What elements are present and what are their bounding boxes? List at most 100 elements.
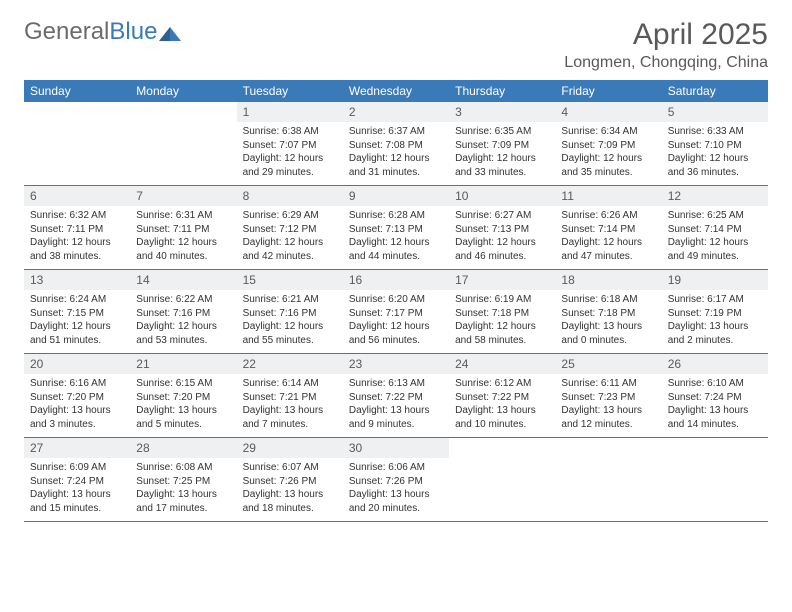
day-header: Saturday xyxy=(662,80,768,102)
header: GeneralBlue April 2025 Longmen, Chongqin… xyxy=(0,0,792,80)
day-number: 30 xyxy=(343,438,449,458)
sunrise-text: Sunrise: 6:37 AM xyxy=(349,125,443,139)
day-number: 13 xyxy=(24,270,130,290)
daylight-text: and 31 minutes. xyxy=(349,166,443,180)
day-body xyxy=(555,458,661,516)
sunset-text: Sunset: 7:14 PM xyxy=(668,223,762,237)
daylight-text: Daylight: 12 hours xyxy=(136,236,230,250)
day-number: 17 xyxy=(449,270,555,290)
daylight-text: and 40 minutes. xyxy=(136,250,230,264)
day-body: Sunrise: 6:22 AMSunset: 7:16 PMDaylight:… xyxy=(130,290,236,353)
sunrise-text: Sunrise: 6:07 AM xyxy=(243,461,337,475)
daylight-text: Daylight: 12 hours xyxy=(30,320,124,334)
calendar-cell: 29Sunrise: 6:07 AMSunset: 7:26 PMDayligh… xyxy=(237,438,343,522)
calendar-cell: 30Sunrise: 6:06 AMSunset: 7:26 PMDayligh… xyxy=(343,438,449,522)
sunset-text: Sunset: 7:11 PM xyxy=(30,223,124,237)
calendar-cell xyxy=(555,438,661,522)
sunset-text: Sunset: 7:20 PM xyxy=(30,391,124,405)
daylight-text: Daylight: 12 hours xyxy=(243,236,337,250)
sunset-text: Sunset: 7:18 PM xyxy=(561,307,655,321)
day-body xyxy=(24,122,130,180)
daylight-text: and 51 minutes. xyxy=(30,334,124,348)
day-number: 25 xyxy=(555,354,661,374)
day-number: 7 xyxy=(130,186,236,206)
sunset-text: Sunset: 7:22 PM xyxy=(349,391,443,405)
daylight-text: Daylight: 12 hours xyxy=(455,320,549,334)
day-body: Sunrise: 6:29 AMSunset: 7:12 PMDaylight:… xyxy=(237,206,343,269)
calendar-cell: 14Sunrise: 6:22 AMSunset: 7:16 PMDayligh… xyxy=(130,270,236,354)
daylight-text: Daylight: 13 hours xyxy=(668,404,762,418)
daylight-text: and 15 minutes. xyxy=(30,502,124,516)
day-body: Sunrise: 6:08 AMSunset: 7:25 PMDaylight:… xyxy=(130,458,236,521)
sunrise-text: Sunrise: 6:17 AM xyxy=(668,293,762,307)
sunrise-text: Sunrise: 6:21 AM xyxy=(243,293,337,307)
day-number: 11 xyxy=(555,186,661,206)
calendar-cell: 11Sunrise: 6:26 AMSunset: 7:14 PMDayligh… xyxy=(555,186,661,270)
day-number: 12 xyxy=(662,186,768,206)
day-body: Sunrise: 6:38 AMSunset: 7:07 PMDaylight:… xyxy=(237,122,343,185)
sunrise-text: Sunrise: 6:10 AM xyxy=(668,377,762,391)
page-title: April 2025 xyxy=(564,18,768,52)
day-body: Sunrise: 6:16 AMSunset: 7:20 PMDaylight:… xyxy=(24,374,130,437)
day-body: Sunrise: 6:26 AMSunset: 7:14 PMDaylight:… xyxy=(555,206,661,269)
sunrise-text: Sunrise: 6:32 AM xyxy=(30,209,124,223)
day-body: Sunrise: 6:24 AMSunset: 7:15 PMDaylight:… xyxy=(24,290,130,353)
daylight-text: and 5 minutes. xyxy=(136,418,230,432)
calendar-cell xyxy=(24,102,130,186)
calendar-row: 1Sunrise: 6:38 AMSunset: 7:07 PMDaylight… xyxy=(24,102,768,186)
day-number: 20 xyxy=(24,354,130,374)
sunset-text: Sunset: 7:08 PM xyxy=(349,139,443,153)
daylight-text: Daylight: 13 hours xyxy=(243,404,337,418)
day-number: 18 xyxy=(555,270,661,290)
day-number: 6 xyxy=(24,186,130,206)
day-number xyxy=(662,438,768,458)
daylight-text: Daylight: 13 hours xyxy=(30,404,124,418)
daylight-text: and 38 minutes. xyxy=(30,250,124,264)
sunset-text: Sunset: 7:11 PM xyxy=(136,223,230,237)
sunrise-text: Sunrise: 6:27 AM xyxy=(455,209,549,223)
calendar-cell xyxy=(449,438,555,522)
daylight-text: and 10 minutes. xyxy=(455,418,549,432)
day-body: Sunrise: 6:14 AMSunset: 7:21 PMDaylight:… xyxy=(237,374,343,437)
sunset-text: Sunset: 7:26 PM xyxy=(349,475,443,489)
day-header: Tuesday xyxy=(237,80,343,102)
sunrise-text: Sunrise: 6:08 AM xyxy=(136,461,230,475)
daylight-text: Daylight: 12 hours xyxy=(243,152,337,166)
daylight-text: and 44 minutes. xyxy=(349,250,443,264)
daylight-text: and 35 minutes. xyxy=(561,166,655,180)
sunset-text: Sunset: 7:13 PM xyxy=(455,223,549,237)
sunset-text: Sunset: 7:17 PM xyxy=(349,307,443,321)
daylight-text: and 14 minutes. xyxy=(668,418,762,432)
daylight-text: Daylight: 12 hours xyxy=(561,152,655,166)
daylight-text: Daylight: 12 hours xyxy=(30,236,124,250)
sunset-text: Sunset: 7:23 PM xyxy=(561,391,655,405)
day-body: Sunrise: 6:25 AMSunset: 7:14 PMDaylight:… xyxy=(662,206,768,269)
calendar-cell: 18Sunrise: 6:18 AMSunset: 7:18 PMDayligh… xyxy=(555,270,661,354)
sunrise-text: Sunrise: 6:15 AM xyxy=(136,377,230,391)
sunset-text: Sunset: 7:25 PM xyxy=(136,475,230,489)
sunset-text: Sunset: 7:24 PM xyxy=(30,475,124,489)
day-body: Sunrise: 6:19 AMSunset: 7:18 PMDaylight:… xyxy=(449,290,555,353)
day-header: Thursday xyxy=(449,80,555,102)
day-body: Sunrise: 6:06 AMSunset: 7:26 PMDaylight:… xyxy=(343,458,449,521)
calendar-cell: 22Sunrise: 6:14 AMSunset: 7:21 PMDayligh… xyxy=(237,354,343,438)
sunrise-text: Sunrise: 6:25 AM xyxy=(668,209,762,223)
day-header: Monday xyxy=(130,80,236,102)
calendar-body: 1Sunrise: 6:38 AMSunset: 7:07 PMDaylight… xyxy=(24,102,768,522)
sunrise-text: Sunrise: 6:09 AM xyxy=(30,461,124,475)
sunrise-text: Sunrise: 6:16 AM xyxy=(30,377,124,391)
day-number: 24 xyxy=(449,354,555,374)
sunset-text: Sunset: 7:26 PM xyxy=(243,475,337,489)
day-body: Sunrise: 6:12 AMSunset: 7:22 PMDaylight:… xyxy=(449,374,555,437)
sunrise-text: Sunrise: 6:19 AM xyxy=(455,293,549,307)
calendar-cell: 26Sunrise: 6:10 AMSunset: 7:24 PMDayligh… xyxy=(662,354,768,438)
day-header: Friday xyxy=(555,80,661,102)
daylight-text: Daylight: 12 hours xyxy=(561,236,655,250)
daylight-text: and 2 minutes. xyxy=(668,334,762,348)
day-number: 1 xyxy=(237,102,343,122)
day-body: Sunrise: 6:32 AMSunset: 7:11 PMDaylight:… xyxy=(24,206,130,269)
calendar-cell: 23Sunrise: 6:13 AMSunset: 7:22 PMDayligh… xyxy=(343,354,449,438)
sunset-text: Sunset: 7:16 PM xyxy=(243,307,337,321)
day-number: 27 xyxy=(24,438,130,458)
daylight-text: Daylight: 13 hours xyxy=(349,488,443,502)
